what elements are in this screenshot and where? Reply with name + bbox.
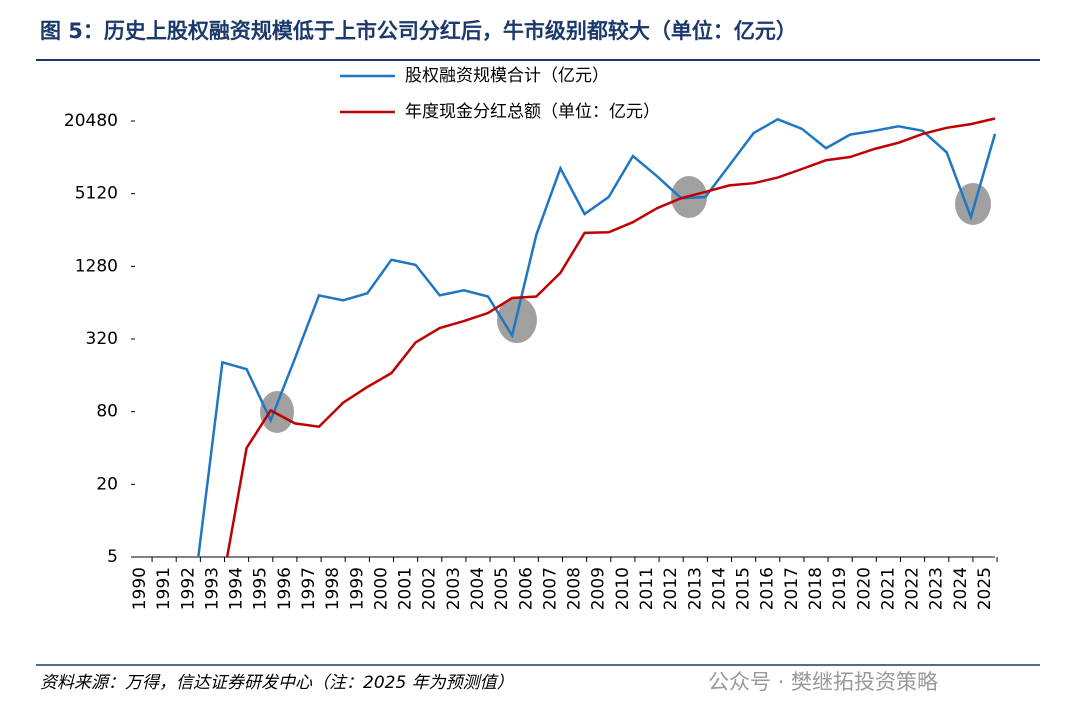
x-tick-label: 2000 <box>371 567 391 610</box>
x-tick-label: 2016 <box>758 567 778 610</box>
series-line <box>225 117 996 557</box>
x-tick-label: 2007 <box>540 567 560 610</box>
x-tick-label: 2008 <box>565 567 585 610</box>
x-tick-label: 2022 <box>903 567 923 610</box>
plot-lines <box>197 117 997 557</box>
x-tick-label: 2024 <box>951 567 971 610</box>
highlight-circles <box>260 176 991 433</box>
x-tick-label: 2009 <box>589 567 609 610</box>
x-tick-label: 1997 <box>299 567 319 610</box>
x-tick-label: 2023 <box>927 567 947 610</box>
watermark: 公众号 · 樊继拓投资策略 <box>708 670 938 694</box>
x-tick-label: 2010 <box>613 567 633 610</box>
x-tick-label: 2025 <box>975 567 995 610</box>
y-tick-label: 80 <box>96 402 118 422</box>
x-tick-label: 2004 <box>468 567 488 610</box>
x-tick-label: 1999 <box>347 567 367 610</box>
x-tick-label: 2005 <box>492 567 512 610</box>
x-tick-label: 1992 <box>178 567 198 610</box>
x-tick-label: 2014 <box>709 567 729 610</box>
x-tick-label: 2012 <box>661 567 681 610</box>
highlight <box>260 391 294 433</box>
x-tick-label: 1996 <box>275 567 295 610</box>
legend-label: 年度现金分红总额（单位：亿元） <box>405 102 660 122</box>
y-tick-label: 1280 <box>75 256 118 276</box>
highlight <box>955 183 991 225</box>
y-tick-label: 20 <box>96 474 118 494</box>
y-tick-label: 20480 <box>64 111 118 131</box>
x-tick-label: 1998 <box>323 567 343 610</box>
y-tick-label: 5 <box>107 547 118 567</box>
x-tick-label: 2017 <box>782 567 802 610</box>
x-tick-label: 1991 <box>154 567 174 610</box>
x-tick-label: 2015 <box>734 567 754 610</box>
x-tick-label: 2013 <box>685 567 705 610</box>
x-tick-label: 2001 <box>396 567 416 610</box>
source-note: 资料来源：万得，信达证券研发中心（注：2025 年为预测值） <box>40 673 514 693</box>
x-tick-label: 2021 <box>878 567 898 610</box>
legend-label: 股权融资规模合计（亿元） <box>405 66 609 86</box>
x-tick-label: 2003 <box>444 567 464 610</box>
x-tick-label: 2019 <box>830 567 850 610</box>
series-line <box>197 117 997 557</box>
x-tick-label: 1995 <box>251 567 271 610</box>
x-tick-label: 2002 <box>420 567 440 610</box>
y-tick-label: 5120 <box>75 184 118 204</box>
y-tick-label: 320 <box>86 329 118 349</box>
x-tick-label: 2018 <box>806 567 826 610</box>
chart-title: 图 5：历史上股权融资规模低于上市公司分红后，牛市级别都较大（单位：亿元） <box>40 19 797 43</box>
x-tick-label: 2020 <box>854 567 874 610</box>
x-tick-label: 1993 <box>202 567 222 610</box>
x-tick-label: 2006 <box>516 567 536 610</box>
x-tick-label: 1990 <box>130 567 150 610</box>
x-tick-label: 2011 <box>637 567 657 610</box>
x-tick-label: 1994 <box>227 567 247 610</box>
